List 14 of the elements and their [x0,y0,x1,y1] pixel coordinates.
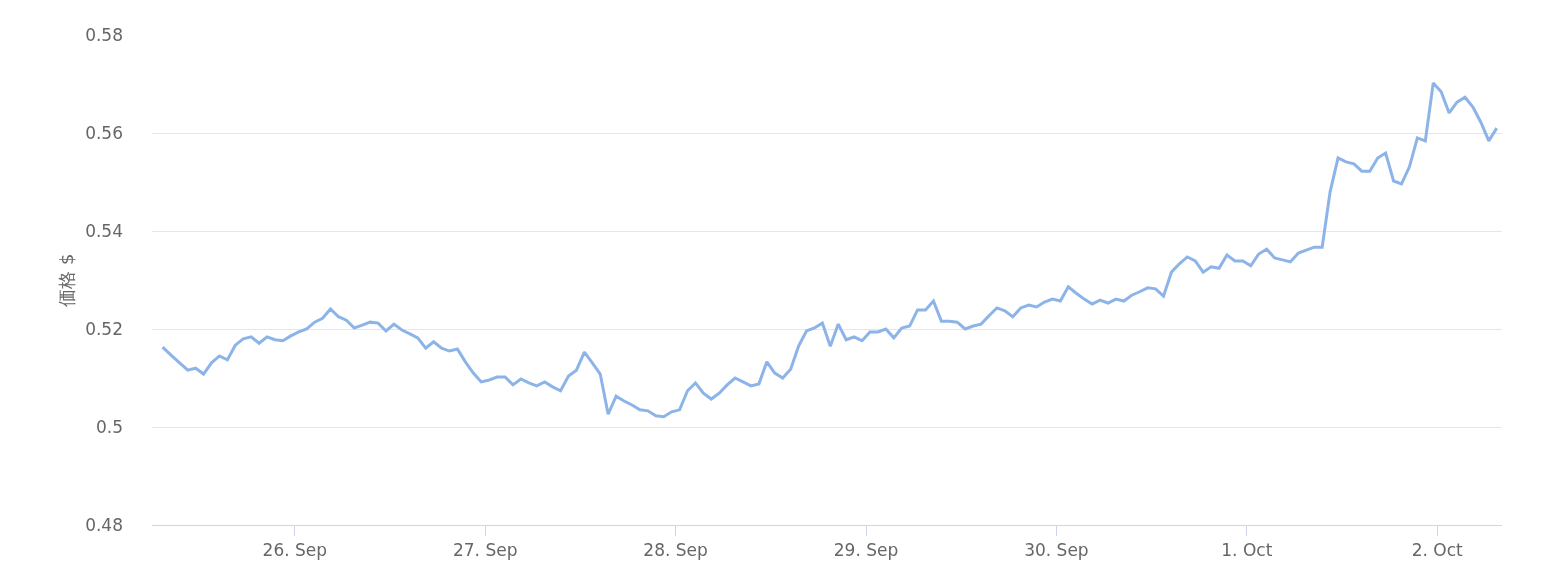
x-tick-label: 30. Sep [1024,540,1089,561]
x-tick-label: 26. Sep [262,540,328,561]
x-tick-label: 2. Oct [1411,540,1464,561]
x-tick-label: 1. Oct [1221,540,1273,561]
x-tick-label: 27. Sep [452,540,518,561]
y-axis-title: 価格 $ [56,253,78,307]
y-tick-label: 0.52 [85,318,123,339]
y-tick-label: 0.54 [85,220,123,241]
y-tick-label: 0.5 [95,416,123,437]
y-tick-label: 0.56 [85,122,123,143]
y-tick-label: 0.58 [85,24,123,45]
y-tick-label: 0.48 [85,514,123,535]
x-tick-label: 28. Sep [643,540,708,561]
x-tick-label: 29. Sep [833,540,899,561]
